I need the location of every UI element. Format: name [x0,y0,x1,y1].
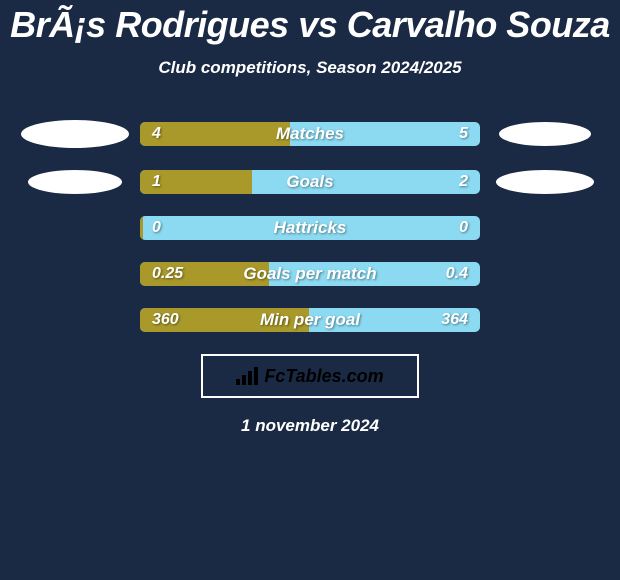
page-title: BrÃ¡s Rodrigues vs Carvalho Souza [0,4,620,46]
stat-left-value: 1 [152,173,161,191]
stat-row: 1 Goals 2 [0,170,620,194]
stat-label: Matches [276,124,344,144]
stat-label: Goals per match [243,264,376,284]
player-silhouette-icon [21,120,129,148]
stat-label: Hattricks [274,218,347,238]
stat-bar: 4 Matches 5 [140,122,480,146]
stat-right-value: 0 [459,219,468,237]
player-silhouette-icon [496,170,594,194]
stat-row: 0.25 Goals per match 0.4 [0,262,620,286]
stat-bar: 1 Goals 2 [140,170,480,194]
stat-left-value: 0 [152,219,161,237]
stat-bar-fill [140,216,143,240]
stat-left-value: 4 [152,125,161,143]
brand-text: FcTables.com [264,366,383,387]
stat-label: Goals [286,172,333,192]
bar-chart-icon [236,367,258,385]
stat-left-value: 360 [152,311,179,329]
stat-right-value: 364 [441,311,468,329]
stat-right-value: 2 [459,173,468,191]
stat-bar: 360 Min per goal 364 [140,308,480,332]
player-silhouette-icon [28,170,122,194]
player-silhouette-icon [499,122,591,146]
stat-label: Min per goal [260,310,360,330]
brand-box[interactable]: FcTables.com [201,354,419,398]
player-right-icon-slot [490,170,600,194]
player-left-icon-slot [20,170,130,194]
stat-right-value: 5 [459,125,468,143]
stat-bar: 0.25 Goals per match 0.4 [140,262,480,286]
stat-row: 0 Hattricks 0 [0,216,620,240]
stat-right-value: 0.4 [446,265,468,283]
stat-bar-fill [140,122,290,146]
stats-rows: 4 Matches 5 1 Goals 2 [0,120,620,332]
player-left-icon-slot [20,120,130,148]
stat-row: 4 Matches 5 [0,120,620,148]
brand-inner: FcTables.com [236,366,383,387]
stat-bar: 0 Hattricks 0 [140,216,480,240]
date-text: 1 november 2024 [0,416,620,436]
stat-left-value: 0.25 [152,265,183,283]
subtitle: Club competitions, Season 2024/2025 [0,58,620,78]
stat-row: 360 Min per goal 364 [0,308,620,332]
player-right-icon-slot [490,122,600,146]
